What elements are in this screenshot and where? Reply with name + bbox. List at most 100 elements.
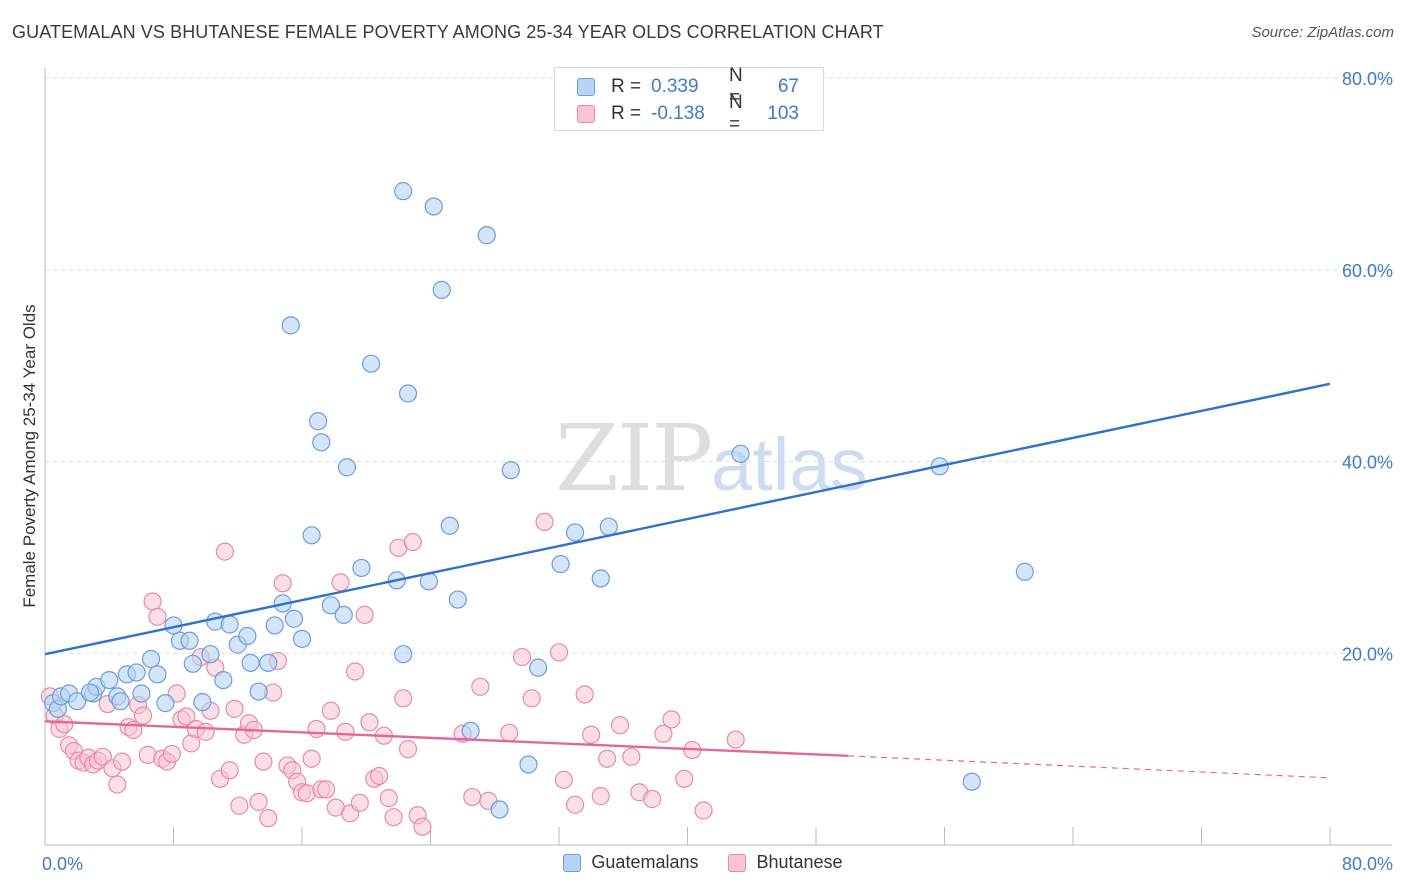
guatemalan-point [361,354,381,373]
guatemalan-point [440,516,459,535]
bhutanese-point [512,647,532,667]
source-credit: Source: ZipAtlas.com [1251,24,1394,41]
bhutanese-point [143,592,162,611]
bhutanese-point [463,787,482,807]
bhutanese-point [549,643,569,662]
y-tick-label: 20.0% [1342,644,1393,664]
guatemalan-point [490,800,509,819]
guatemalan-point [302,526,321,545]
bhutanese-point [662,710,681,729]
bhutanese-point [196,722,215,741]
legend-n-label: N = [729,65,743,108]
bhutanese-point [654,724,673,743]
y-tick-label: 40.0% [1342,453,1393,473]
guatemalan-point [100,670,119,690]
bhutanese-point [694,801,713,820]
guatemalan-point [321,596,341,615]
guatemalan-point [424,197,443,216]
bhutanese-point [336,722,355,741]
bhutanese-point [500,723,519,742]
bhutanese-point [591,787,610,806]
series-legend: Guatemalans Bhutanese [0,852,1406,873]
guatemalan-point [127,663,146,682]
bhutanese-point [133,706,153,725]
y-tick-label: 80.0% [1342,69,1393,89]
legend-item-bhutanese[interactable]: Bhutanese [728,852,843,873]
y-tick-label: 60.0% [1342,261,1393,281]
guatemalan-point [281,316,300,335]
bhutanese-point [398,740,418,759]
bhutanese-point [148,607,167,626]
guatemalan-point [148,665,167,684]
guatemalan-point [731,444,750,463]
bhutanese-point [535,512,554,532]
guatemalan-point [599,517,618,536]
bhutanese-point [321,701,341,720]
guatemalan-point [551,554,570,574]
guatemalan-point [352,558,371,578]
chart-title: GUATEMALAN VS BHUTANESE FEMALE POVERTY A… [12,22,884,42]
bhutanese-point [225,699,244,718]
guatemalan-point [180,631,199,650]
guatemalan-point [132,684,151,703]
guatemalan-point [241,653,260,672]
bhutanese-point [249,792,268,811]
guatemalan-point [220,615,239,634]
legend-r-label: R = [611,76,642,97]
bhutanese-point [350,793,369,812]
bhutanese-trend-line [44,720,849,758]
legend-swatch-guatemalans [577,78,595,96]
legend-swatch-bhutanese [728,853,747,872]
legend-n-value: 67 [777,76,799,97]
bhutanese-point [575,685,594,704]
gridlines [45,77,1392,654]
guatemalan-point [477,226,496,245]
bhutanese-point [610,716,630,735]
bhutanese-point [379,788,398,808]
bhutanese-point [554,770,573,789]
guatemalan-point [1015,562,1034,581]
axis-labels: 20.0% 40.0% 60.0% 80.0% 0.0% 80.0% Female Pove… [20,69,1393,874]
bhutanese-point [675,769,694,788]
bhutanese-point [370,766,389,786]
bhutanese-point [471,677,490,696]
bhutanese-point [622,747,641,766]
guatemalan-point [292,629,312,648]
guatemalan-point [337,458,357,477]
guatemalan-point [501,461,520,480]
guatemalan-point [394,645,413,664]
bhutanese-point [394,689,413,708]
bhutanese-point [273,574,292,593]
bhutanese-point [112,752,132,771]
legend-n-value: 103 [767,103,799,124]
bhutanese-points [40,512,745,836]
guatemalan-point [111,692,130,711]
guatemalan-point [265,616,284,635]
guatemalan-point [80,683,100,702]
bhutanese-point [403,532,422,552]
bhutanese-point [302,749,321,768]
guatemalan-point [962,772,981,791]
bhutanese-point [254,752,273,771]
bhutanese-point [384,808,403,827]
legend-item-guatemalans[interactable]: Guatemalans [563,852,698,873]
bhutanese-point [565,795,585,814]
bhutanese-point [162,744,181,764]
bhutanese-point [345,662,365,681]
guatemalan-point [448,590,467,609]
correlation-legend: R = 0.339 N = 67 R = -0.138 N = 103 [554,65,824,135]
guatemalan-point [394,182,413,201]
legend-swatch-bhutanese [577,105,595,123]
guatemalan-point [284,609,304,628]
bhutanese-point [413,817,432,836]
guatemalan-point [141,649,161,669]
legend-r-label: R = [611,103,642,124]
bhutanese-point [220,761,239,780]
legend-row-guatemalans: R = 0.339 N = 67 [577,65,799,108]
guatemalan-point [68,692,87,711]
guatemalan-trend-line [44,382,1331,656]
x-tick-label: 0.0% [42,854,83,874]
bhutanese-point [331,573,350,592]
guatemalan-point [214,670,233,690]
